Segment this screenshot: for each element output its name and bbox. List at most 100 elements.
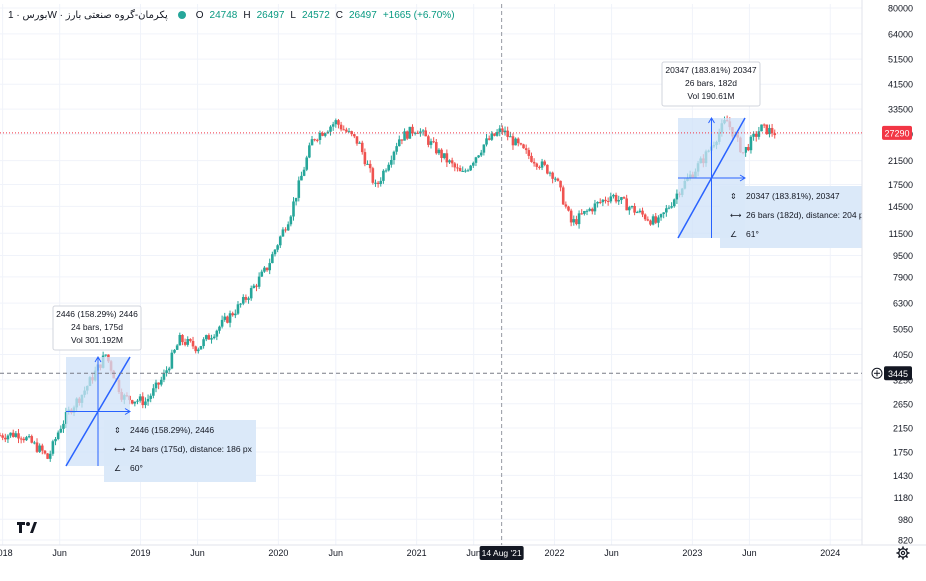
candle xyxy=(342,125,346,131)
price-tick-label: 2150 xyxy=(893,424,913,434)
candle xyxy=(405,130,409,141)
candle xyxy=(400,139,404,145)
candle xyxy=(247,296,250,304)
candle-body xyxy=(450,160,454,164)
candle xyxy=(263,266,266,273)
candle xyxy=(159,376,163,387)
time-tick-label: 2019 xyxy=(131,548,151,558)
candle-body xyxy=(316,139,319,141)
price-tick-label: 33500 xyxy=(888,105,913,115)
gear-icon[interactable] xyxy=(896,546,910,560)
candle-body xyxy=(181,335,184,343)
candle xyxy=(659,213,663,221)
candle xyxy=(347,128,351,133)
candle-body xyxy=(149,395,153,399)
candle xyxy=(559,180,562,192)
candle-body xyxy=(662,212,665,215)
candle-body xyxy=(458,168,462,172)
arrow-up-icon xyxy=(94,356,102,363)
candle xyxy=(104,354,108,357)
arrow-up-icon xyxy=(708,117,715,124)
candle xyxy=(334,118,338,128)
price-tick-label: 1180 xyxy=(894,493,913,503)
candle xyxy=(477,155,480,159)
candle xyxy=(321,131,324,137)
candle-body xyxy=(265,267,269,271)
measure-label-line: Vol 190.61M xyxy=(687,91,734,101)
candle-body xyxy=(625,198,628,211)
candle-body xyxy=(302,169,306,176)
candle-body xyxy=(178,335,182,346)
candle xyxy=(226,315,229,324)
measure-info-line: 20347 (183.81%), 20347 xyxy=(746,191,840,201)
candle xyxy=(33,440,36,445)
candle xyxy=(546,164,549,175)
candle-body xyxy=(363,152,367,165)
price-tick-label: 6300 xyxy=(893,299,913,309)
candle-body xyxy=(609,196,613,202)
candle xyxy=(397,135,401,147)
candle xyxy=(202,337,205,349)
candle-body xyxy=(519,143,523,145)
candle xyxy=(456,163,459,172)
candle xyxy=(152,384,155,399)
open-value: 24748 xyxy=(209,9,238,21)
candle xyxy=(255,283,258,292)
price-tick-label: 17500 xyxy=(888,180,913,190)
tradingview-logo-icon[interactable] xyxy=(16,520,38,534)
candle xyxy=(337,118,340,129)
candle xyxy=(239,303,242,308)
candle xyxy=(744,146,747,157)
candle xyxy=(580,209,584,215)
symbol-title[interactable]: بورس · 1W · پکرمان-گروه صنعتی بارز xyxy=(8,9,168,21)
candle-body xyxy=(347,131,351,133)
time-tick-label: 2018 xyxy=(0,548,13,558)
market-status-icon xyxy=(177,11,186,19)
candle xyxy=(350,130,353,137)
candle xyxy=(469,164,472,172)
candle-body xyxy=(239,303,242,305)
candle xyxy=(575,215,578,226)
candle xyxy=(329,125,332,136)
candle-body xyxy=(646,219,650,221)
price-tick-label: 80000 xyxy=(888,4,913,14)
candle-body xyxy=(643,214,647,220)
price-tick-label: 1750 xyxy=(893,447,913,457)
candle-body xyxy=(228,313,232,323)
candle-body xyxy=(241,297,245,304)
candle-body xyxy=(144,401,147,406)
candle-body xyxy=(191,340,195,347)
candle xyxy=(331,121,335,131)
candle-body xyxy=(747,147,750,151)
candle xyxy=(130,399,134,405)
time-tick-label: Jun xyxy=(466,548,481,558)
candle-body xyxy=(490,133,494,140)
candle xyxy=(215,329,219,341)
candle xyxy=(56,430,60,441)
candle xyxy=(665,204,668,217)
candle xyxy=(561,185,565,205)
candle-body xyxy=(323,133,327,136)
candle xyxy=(765,124,769,135)
candle xyxy=(236,301,240,315)
candle-body xyxy=(321,133,324,136)
measure-info-panel xyxy=(104,420,256,482)
candle-body xyxy=(472,162,475,166)
candle-body xyxy=(204,335,208,340)
candle-body xyxy=(260,271,264,277)
candle-body xyxy=(622,197,626,199)
price-tick-label: 14500 xyxy=(888,202,913,212)
candle xyxy=(59,425,63,434)
arrow-right-icon xyxy=(739,174,746,182)
candle xyxy=(173,349,176,354)
measure-label-line: 2446 (158.29%) 2446 xyxy=(56,309,138,319)
candle-body xyxy=(390,160,393,165)
low-value: 24572 xyxy=(301,9,330,21)
candle xyxy=(286,221,290,231)
candle xyxy=(289,215,293,227)
bar-range-icon: ⟷ xyxy=(114,445,126,454)
candle-body xyxy=(223,316,227,320)
candle-body xyxy=(308,145,311,158)
